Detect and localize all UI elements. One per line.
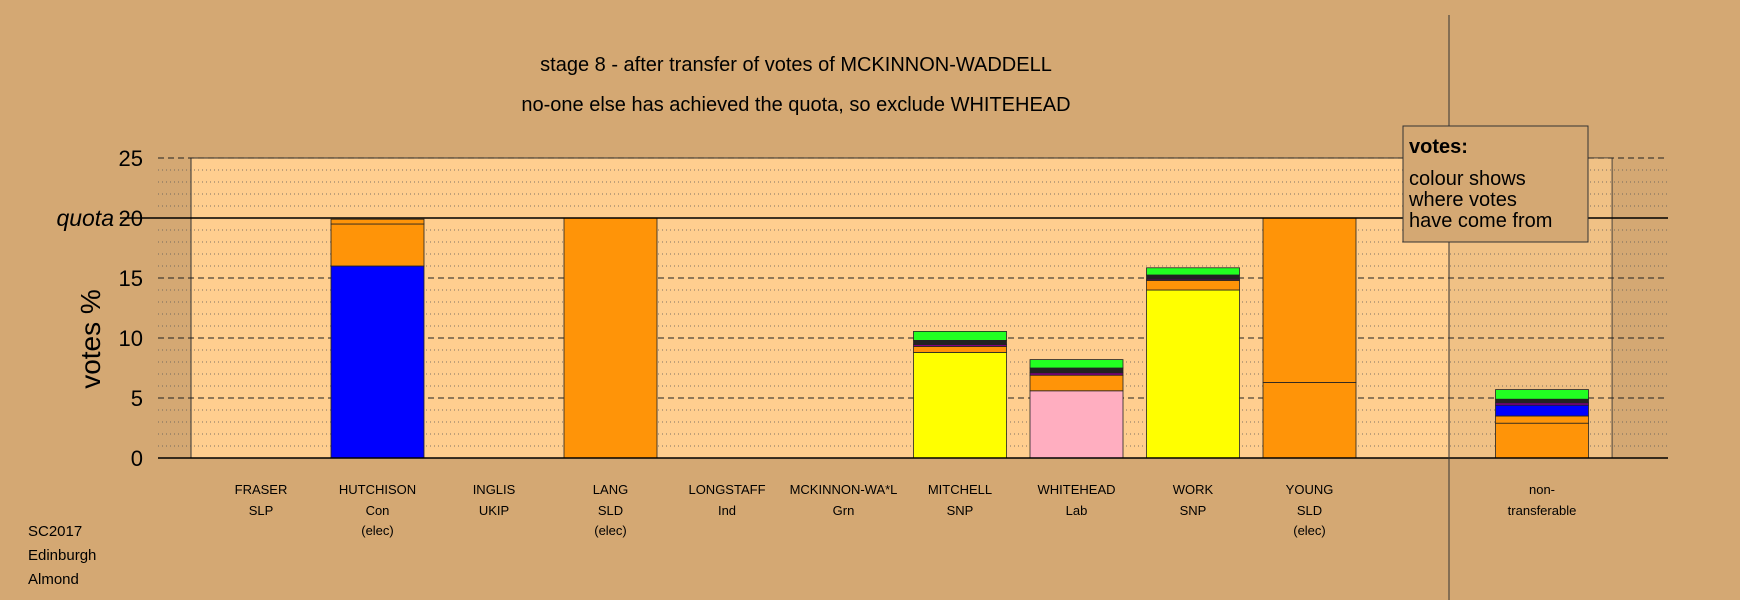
bar-segment-snp [1146, 289, 1240, 459]
candidate-name: WORK [1173, 482, 1214, 497]
quota-label: quota [56, 205, 114, 231]
legend: votes: colour shows where votes have com… [1402, 125, 1589, 243]
bar-nontransferable [1495, 389, 1589, 459]
candidate-name: MITCHELL [928, 482, 992, 497]
x-tick-labels: FRASER SLP HUTCHISON Con (elec) INGLIS UKIP LAN… [235, 482, 1577, 538]
legend-line-2: where votes [1408, 189, 1517, 211]
bar-segment-sld [1495, 422, 1589, 459]
y-axis-label: votes % [75, 289, 106, 389]
candidate-party: SLD [598, 503, 623, 518]
bar-segment-grn [1146, 267, 1240, 276]
candidate-name: HUTCHISON [339, 482, 416, 497]
y-tick-labels: 0 5 10 15 20 25 [119, 146, 143, 471]
legend-line-3: have come from [1409, 210, 1552, 232]
candidate-name: LONGSTAFF [688, 482, 765, 497]
bar-young [1262, 217, 1357, 459]
bar-segment-con [330, 265, 425, 459]
candidate-party: SLD [1297, 503, 1322, 518]
bar-segment-sld [1262, 217, 1357, 383]
legend-title: votes: [1409, 136, 1468, 158]
y-tick-label: 15 [119, 266, 143, 291]
bar-segment-sld [1495, 415, 1589, 424]
bar-segment-grn [1495, 389, 1589, 400]
bar-hutchison [330, 218, 425, 459]
candidate-status: (elec) [1293, 523, 1326, 538]
bar-mitchell [913, 330, 1007, 459]
legend-box [1402, 125, 1589, 243]
legend-line-1: colour shows [1409, 168, 1526, 190]
nontransferable-label-1: non- [1529, 482, 1555, 497]
candidate-party: Con [366, 503, 390, 518]
chart-title: stage 8 - after transfer of votes of MCK… [540, 54, 1052, 76]
bar-segment-grn [913, 330, 1007, 341]
candidate-name: FRASER [235, 482, 288, 497]
candidate-name: WHITEHEAD [1038, 482, 1116, 497]
candidate-name: INGLIS [473, 482, 516, 497]
y-tick-label: 25 [119, 146, 143, 171]
footer-line-1: SC2017 [28, 523, 82, 540]
bars [330, 217, 1589, 459]
bar-segment-sld [1146, 279, 1240, 291]
bar-segment-lab [1029, 390, 1124, 459]
candidate-name: LANG [593, 482, 628, 497]
bar-segment-ind [913, 339, 1007, 345]
plot-background [190, 157, 1613, 459]
bar-segment-con [1495, 404, 1589, 417]
candidate-party: SNP [1180, 503, 1207, 518]
candidate-status: (elec) [361, 523, 394, 538]
bar-segment-sld [563, 217, 658, 459]
candidate-name: MCKINNON-WA*L [790, 482, 898, 497]
candidate-status: (elec) [594, 523, 627, 538]
candidate-party: UKIP [479, 503, 509, 518]
bar-segment-sld [330, 223, 425, 267]
y-tick-label: 10 [119, 326, 143, 351]
bar-segment-grn [1029, 359, 1124, 369]
bar-segment-ind [1495, 398, 1589, 404]
bar-segment-sld [913, 345, 1007, 353]
bar-segment-sld [1262, 381, 1357, 459]
bar-segment-ind [1029, 367, 1124, 374]
y-tick-label: 5 [131, 386, 143, 411]
candidate-party: Ind [718, 503, 736, 518]
nontransferable-label-2: transferable [1508, 503, 1577, 518]
bar-segment-sld [330, 218, 425, 225]
footer-line-3: Almond [28, 571, 79, 588]
bar-segment-ind [1146, 274, 1240, 280]
bar-work [1146, 267, 1240, 459]
candidate-name: YOUNG [1286, 482, 1334, 497]
candidate-party: Grn [833, 503, 855, 518]
footer-line-2: Edinburgh [28, 547, 96, 564]
y-tick-label: 0 [131, 446, 143, 471]
y-tick-label: 20 [119, 206, 143, 231]
bar-segment-sld [1029, 374, 1124, 392]
bar-whitehead [1029, 359, 1124, 459]
bar-lang [563, 217, 658, 459]
bar-segment-snp [913, 351, 1007, 459]
candidate-party: SNP [947, 503, 974, 518]
candidate-party: SLP [249, 503, 274, 518]
candidate-party: Lab [1066, 503, 1088, 518]
footer: SC2017 Edinburgh Almond [28, 523, 96, 588]
chart-subtitle: no-one else has achieved the quota, so e… [521, 94, 1070, 116]
